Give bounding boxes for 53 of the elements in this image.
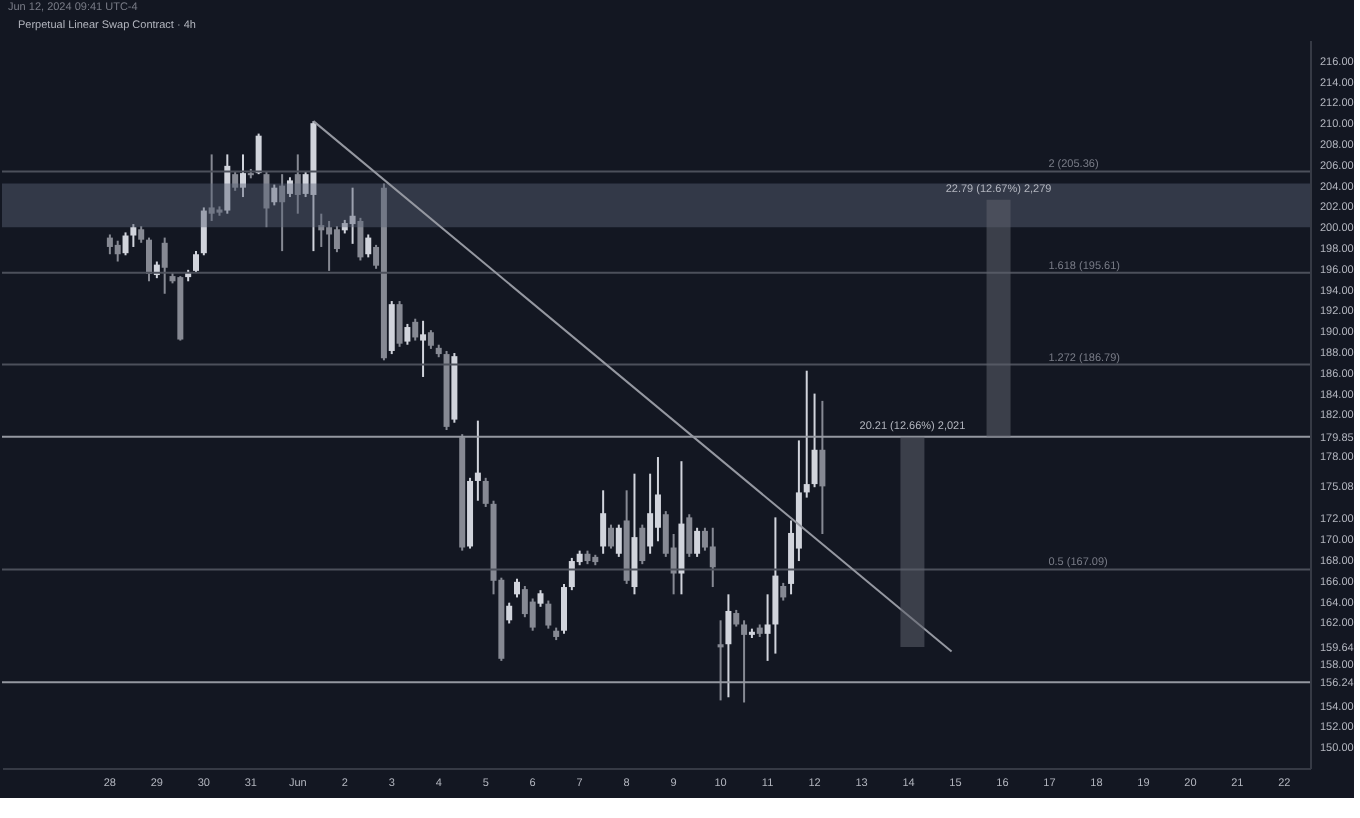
candlestick bbox=[709, 526, 716, 589]
candlestick bbox=[427, 329, 434, 350]
candlestick bbox=[647, 472, 654, 555]
candlestick bbox=[482, 476, 489, 508]
candlestick bbox=[639, 523, 646, 566]
candlestick bbox=[200, 206, 207, 257]
candlestick bbox=[803, 369, 810, 499]
candlestick bbox=[686, 513, 693, 558]
candlestick bbox=[286, 176, 293, 199]
candlestick bbox=[333, 225, 340, 254]
candlestick bbox=[529, 597, 536, 632]
candlestick bbox=[224, 153, 231, 215]
candlestick bbox=[545, 599, 552, 630]
candlestick bbox=[326, 219, 333, 272]
candlestick bbox=[263, 170, 270, 229]
candlestick bbox=[106, 233, 113, 256]
candlestick bbox=[404, 322, 411, 346]
candlestick bbox=[741, 619, 748, 704]
candlestick bbox=[239, 153, 246, 199]
candlestick bbox=[193, 250, 199, 274]
candlestick bbox=[717, 619, 724, 702]
candlestick bbox=[349, 186, 356, 245]
candlestick bbox=[561, 582, 567, 635]
candlestick bbox=[122, 231, 129, 257]
candlestick bbox=[474, 419, 481, 502]
candlestick bbox=[255, 132, 262, 176]
candlestick bbox=[725, 593, 732, 699]
candlestick bbox=[294, 153, 301, 215]
candlestick bbox=[161, 236, 168, 295]
candlestick bbox=[420, 319, 427, 378]
candlestick bbox=[208, 153, 215, 222]
candlestick bbox=[365, 233, 372, 259]
candlestick bbox=[600, 489, 607, 555]
candlestick bbox=[146, 236, 153, 283]
candlestick bbox=[114, 239, 121, 263]
candlestick bbox=[568, 556, 575, 592]
candlestick bbox=[232, 170, 239, 192]
candlestick bbox=[811, 392, 818, 489]
candlestick bbox=[318, 212, 325, 248]
candlestick bbox=[615, 523, 622, 558]
candlestick bbox=[271, 183, 278, 207]
candlestick bbox=[396, 300, 403, 348]
candlestick bbox=[514, 577, 521, 599]
candlestick bbox=[357, 216, 364, 262]
candlestick bbox=[388, 300, 395, 356]
candlestick bbox=[654, 456, 661, 543]
candlestick bbox=[694, 526, 701, 558]
candlestick bbox=[130, 223, 137, 248]
candlestick bbox=[412, 317, 419, 342]
candlestick bbox=[279, 173, 286, 253]
candlestick bbox=[607, 523, 614, 550]
candlestick bbox=[506, 601, 513, 625]
candlestick bbox=[819, 399, 826, 535]
